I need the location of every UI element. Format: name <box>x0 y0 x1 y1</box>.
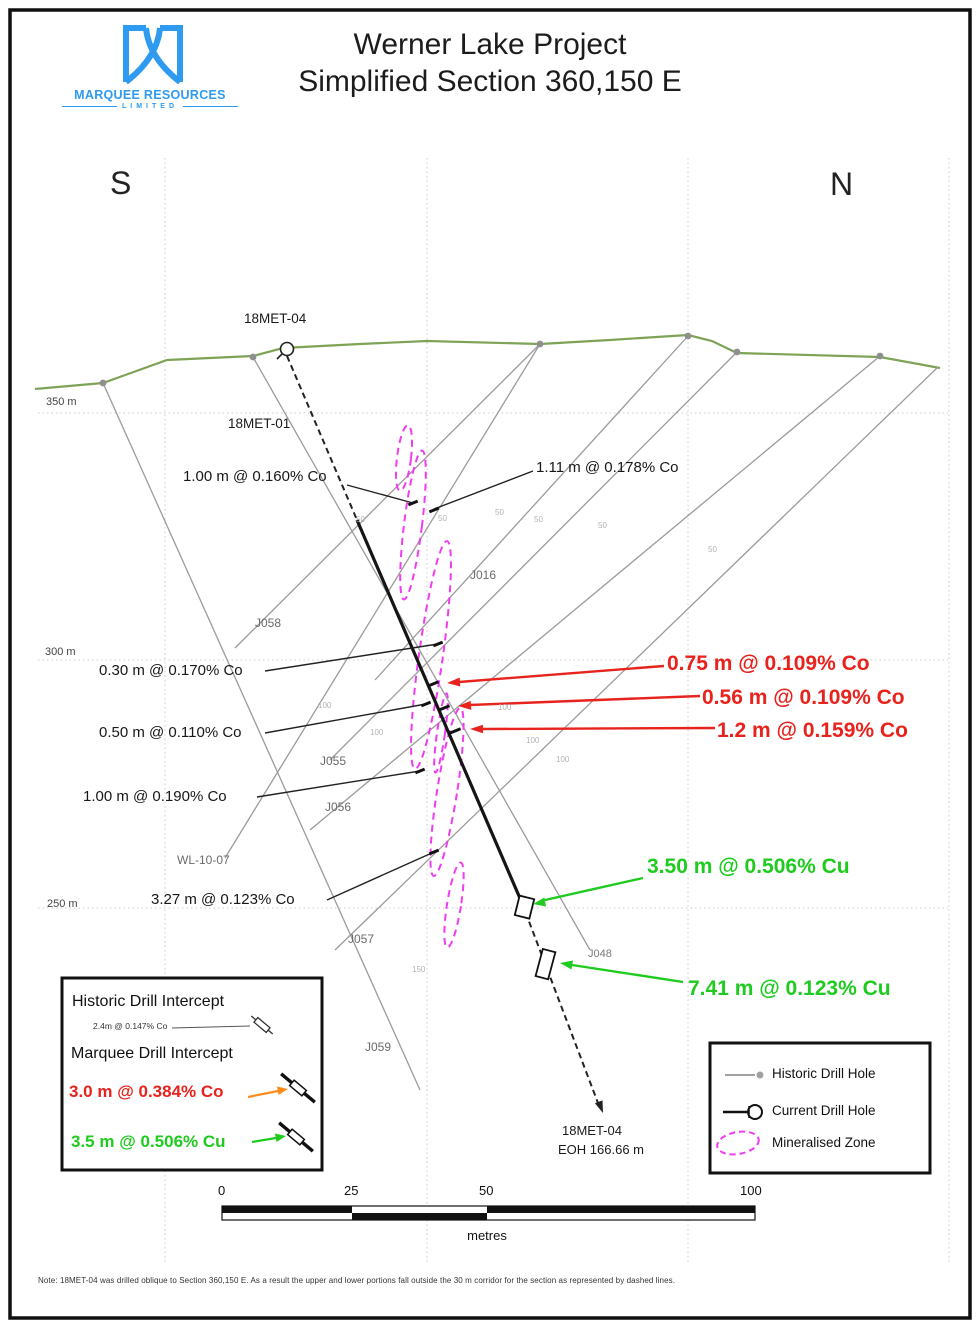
legend-cobalt-example: 3.0 m @ 0.384% Co <box>69 1082 224 1101</box>
marquee-logo-icon <box>123 25 183 85</box>
title-line1: Werner Lake Project <box>353 28 627 61</box>
hole-label-j059: J059 <box>365 1040 392 1054</box>
page-border <box>8 8 972 1320</box>
scale-bar <box>221 1205 756 1221</box>
hole-label-j016: J016 <box>470 568 497 582</box>
intercept-legend-box <box>60 976 324 1172</box>
hole-end-arrowhead <box>594 1100 603 1113</box>
historic-intercept-label-3: 0.30 m @ 0.170% Co <box>99 662 243 679</box>
depth-mark: 50 <box>534 515 543 524</box>
legend-copper-example: 3.5 m @ 0.506% Cu <box>71 1132 226 1151</box>
depth-mark: 150 <box>412 965 426 974</box>
hole-label-wl1007: WL-10-07 <box>177 853 230 867</box>
orange-arrowhead <box>277 1086 288 1095</box>
page-title: Werner Lake Project Simplified Section 3… <box>240 26 740 100</box>
hole-label-j056: J056 <box>325 800 352 814</box>
hole-label-j057: J057 <box>348 932 375 946</box>
depth-mark: 50 <box>356 515 365 524</box>
copper-intercept-box-2 <box>534 947 557 981</box>
legend-historic-intercept-title: Historic Drill Intercept <box>72 993 225 1010</box>
historic-intercept-label-4: 0.50 m @ 0.110% Co <box>99 724 242 741</box>
hole-label-j058: J058 <box>255 616 282 630</box>
scale-tick-25: 25 <box>344 1183 359 1198</box>
direction-label-south: S <box>110 165 132 201</box>
legend-marquee-intercept-title: Marquee Drill Intercept <box>71 1045 233 1062</box>
legend-item-historic-drill-hole: Historic Drill Hole <box>772 1066 876 1081</box>
logo-company-name: MARQUEE RESOURCES <box>74 88 226 102</box>
logo-limited-label: LIMITED <box>62 103 238 110</box>
depth-mark: 50 <box>495 508 504 517</box>
depth-mark: 50 <box>598 521 607 530</box>
depth-mark: 50 <box>438 514 447 523</box>
depth-mark: 50 <box>708 545 717 554</box>
scale-tick-100: 100 <box>740 1183 762 1198</box>
historic-intercept-symbol <box>250 1015 274 1035</box>
historic-intercept-label-2: 1.11 m @ 0.178% Co <box>536 459 679 476</box>
mineralised-zone-symbol <box>716 1130 760 1156</box>
copper-intercept-label-1: 3.50 m @ 0.506% Cu <box>647 855 850 878</box>
scale-tick-50: 50 <box>479 1183 494 1198</box>
depth-mark: 100 <box>556 755 570 764</box>
historic-intercept-label-5: 1.00 m @ 0.190% Co <box>83 788 227 805</box>
elevation-label-250: 250 m <box>47 898 78 910</box>
footnote: Note: 18MET-04 was drilled oblique to Se… <box>38 1276 676 1285</box>
legend-historic-intercept-example: 2.4m @ 0.147% Co <box>93 1021 168 1031</box>
scale-unit-label: metres <box>467 1228 507 1243</box>
marquee-cobalt-symbol <box>280 1072 316 1104</box>
topography-line <box>34 333 941 391</box>
cobalt-intercept-label-1: 0.75 m @ 0.109% Co <box>667 652 870 675</box>
depth-mark: 100 <box>526 736 540 745</box>
cobalt-intercept-label-3: 1.2 m @ 0.159% Co <box>717 719 908 742</box>
depth-mark: 100 <box>498 703 512 712</box>
scale-tick-0: 0 <box>218 1183 226 1198</box>
green-arrowhead <box>275 1133 286 1142</box>
depth-mark: 100 <box>318 701 332 710</box>
legend-item-current-drill-hole: Current Drill Hole <box>772 1103 876 1118</box>
intercept-leader-lines <box>256 470 534 901</box>
current-collar-symbol <box>279 341 295 357</box>
hole-label-j048: J048 <box>588 948 612 960</box>
eoh-label-hole: 18MET-04 <box>562 1123 622 1138</box>
depth-mark: 100 <box>370 728 384 737</box>
direction-label-north: N <box>830 166 854 202</box>
historic-intercept-label-6: 3.27 m @ 0.123% Co <box>151 891 295 908</box>
copper-intercept-arrows <box>533 876 684 984</box>
grid-lines <box>38 158 950 1262</box>
marquee-copper-symbol <box>278 1121 314 1153</box>
copper-intercept-label-2: 7.41 m @ 0.123% Cu <box>688 977 891 1000</box>
elevation-label-350: 350 m <box>46 396 77 408</box>
legend-item-mineralised-zone: Mineralised Zone <box>772 1135 876 1150</box>
hole-label-18met01: 18MET-01 <box>228 416 291 431</box>
intercept-tick-marks <box>407 499 462 856</box>
mineralised-zone-lenses <box>394 424 465 949</box>
title-line2: Simplified Section 360,150 E <box>298 65 682 98</box>
symbols-legend-box <box>708 1041 932 1175</box>
cobalt-intercept-label-2: 0.56 m @ 0.109% Co <box>702 686 905 709</box>
hole-label-18met04: 18MET-04 <box>244 311 307 326</box>
cobalt-intercept-arrows <box>447 664 716 734</box>
eoh-label-depth: EOH 166.66 m <box>558 1142 644 1157</box>
elevation-label-300: 300 m <box>45 646 76 658</box>
current-drill-hole-18met04 <box>276 341 603 1113</box>
historic-intercept-label-1: 1.00 m @ 0.160% Co <box>183 468 327 485</box>
copper-intercept-box-1 <box>513 894 536 920</box>
historic-collar-markers <box>99 332 884 387</box>
hole-label-j055: J055 <box>320 754 347 768</box>
